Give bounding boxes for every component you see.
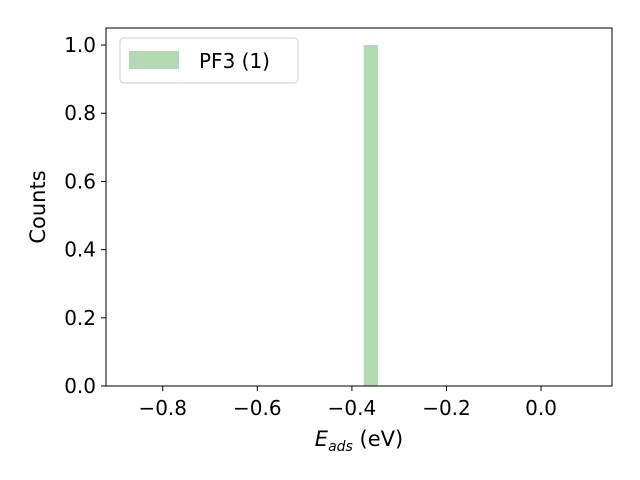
plot-frame <box>105 27 613 387</box>
legend-label: PF3 (1) <box>199 49 270 73</box>
y-tick-label: 0.0 <box>64 374 96 398</box>
x-tick-label: −0.2 <box>422 396 471 420</box>
y-tick-label: 0.4 <box>64 238 96 262</box>
legend-swatch <box>129 51 179 69</box>
x-axis-label-unit: (eV) <box>353 427 403 451</box>
x-tick-label: −0.8 <box>138 396 187 420</box>
legend: PF3 (1) <box>119 37 299 84</box>
x-tick-label: 0.0 <box>525 396 557 420</box>
histogram-bar <box>363 45 378 387</box>
legend-box <box>119 37 299 84</box>
y-tick-label: 0.6 <box>64 169 96 193</box>
x-axis-label-symbol: E <box>315 427 329 451</box>
y-tick-label: 1.0 <box>64 33 96 57</box>
y-axis-label: Counts <box>26 170 50 243</box>
bars-layer <box>363 45 378 387</box>
y-tick-label: 0.8 <box>64 101 96 125</box>
y-tick-label: 0.2 <box>64 306 96 330</box>
x-tick-label: −0.4 <box>328 396 377 420</box>
x-tick-label: −0.6 <box>233 396 282 420</box>
y-axis: 0.0 0.2 0.4 0.6 0.8 1.0 <box>64 33 106 398</box>
x-axis-label-subscript: ads <box>328 439 353 455</box>
x-axis-label: Eads (eV) <box>315 427 403 455</box>
x-axis: −0.8 −0.6 −0.4 −0.2 0.0 <box>138 386 557 420</box>
